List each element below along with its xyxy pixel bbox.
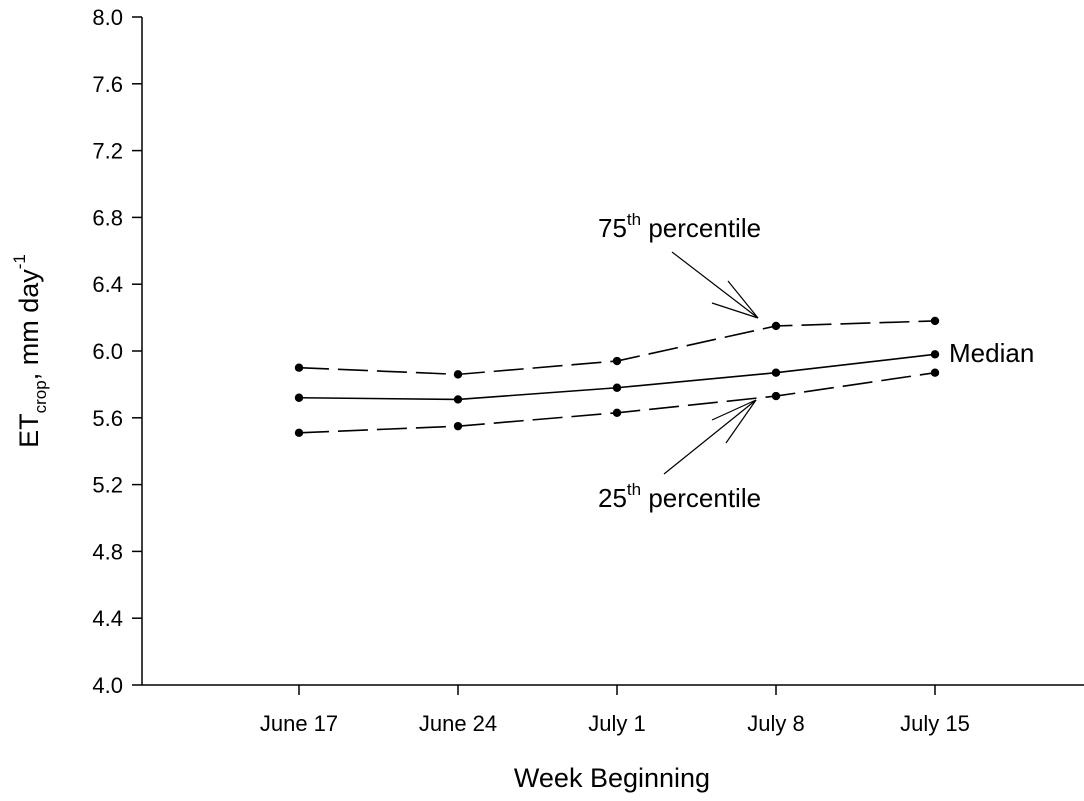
y-tick-label: 8.0 (92, 5, 123, 30)
series-line-25th-percentile (298, 371, 936, 434)
y-axis-title-rest: , mm day (14, 269, 44, 381)
annotation-25th-text: percentile (641, 483, 761, 513)
data-point (771, 391, 781, 401)
annotation-75th-sup: th (627, 210, 641, 229)
y-tick-label: 6.4 (92, 272, 123, 297)
data-point (612, 408, 622, 417)
data-point (294, 393, 304, 402)
annotation-25th-sup: th (627, 480, 641, 499)
x-tick-label: July 1 (588, 711, 645, 736)
data-point (612, 383, 622, 392)
annotation-75th-text: percentile (641, 213, 761, 243)
x-tick-label: June 17 (260, 711, 338, 736)
annotation-75th-label: 75th percentile (598, 210, 761, 243)
data-point (453, 421, 463, 431)
data-point (612, 356, 622, 366)
y-axis-title-base: ET (14, 413, 44, 448)
annotation-75th: 75th percentile (598, 210, 761, 319)
annotation-median-label: Median (949, 338, 1034, 368)
series-line-75th-percentile (298, 320, 936, 376)
data-point (771, 368, 781, 377)
y-tick-label: 7.2 (92, 139, 123, 164)
annotation-25th-arrow (663, 399, 757, 475)
data-point (294, 428, 304, 438)
y-tick-label: 4.4 (92, 606, 123, 631)
y-axis-title: ETcrop, mm day-1 (10, 254, 50, 448)
y-tick-label: 5.6 (92, 406, 123, 431)
x-axis-title: Week Beginning (514, 763, 710, 793)
series-group (294, 316, 940, 438)
y-tick-label: 4.0 (92, 673, 123, 698)
data-point (453, 395, 463, 404)
y-tick-label: 7.6 (92, 72, 123, 97)
annotation-75th-number: 75 (598, 213, 627, 243)
x-tick-label: July 8 (747, 711, 804, 736)
x-tick-label: June 24 (419, 711, 497, 736)
y-ticks: 4.0 4.4 4.8 5.2 5.6 6.0 6.4 6.8 7.2 7.6 8.0 (92, 5, 142, 698)
y-axis-title-superscript: -1 (10, 254, 29, 269)
annotation-25th-number: 25 (598, 483, 627, 513)
data-point (453, 370, 463, 379)
y-tick-label: 6.0 (92, 339, 123, 364)
data-point (294, 363, 304, 372)
y-tick-label: 5.2 (92, 473, 123, 498)
data-point (930, 316, 940, 326)
y-axis-title-subscript: crop (31, 380, 50, 413)
x-tick-label: July 15 (900, 711, 970, 736)
x-ticks: June 17 June 24 July 1 July 8 July 15 (260, 685, 970, 736)
annotation-75th-arrow (671, 251, 759, 319)
annotation-25th: 25th percentile (598, 399, 761, 513)
data-point (771, 321, 781, 331)
axes (141, 17, 1084, 686)
data-point (930, 368, 940, 377)
y-tick-label: 4.8 (92, 539, 123, 564)
y-tick-label: 6.8 (92, 205, 123, 230)
annotation-25th-label: 25th percentile (598, 480, 761, 513)
data-point (930, 350, 940, 359)
annotation-median: Median (949, 338, 1034, 368)
